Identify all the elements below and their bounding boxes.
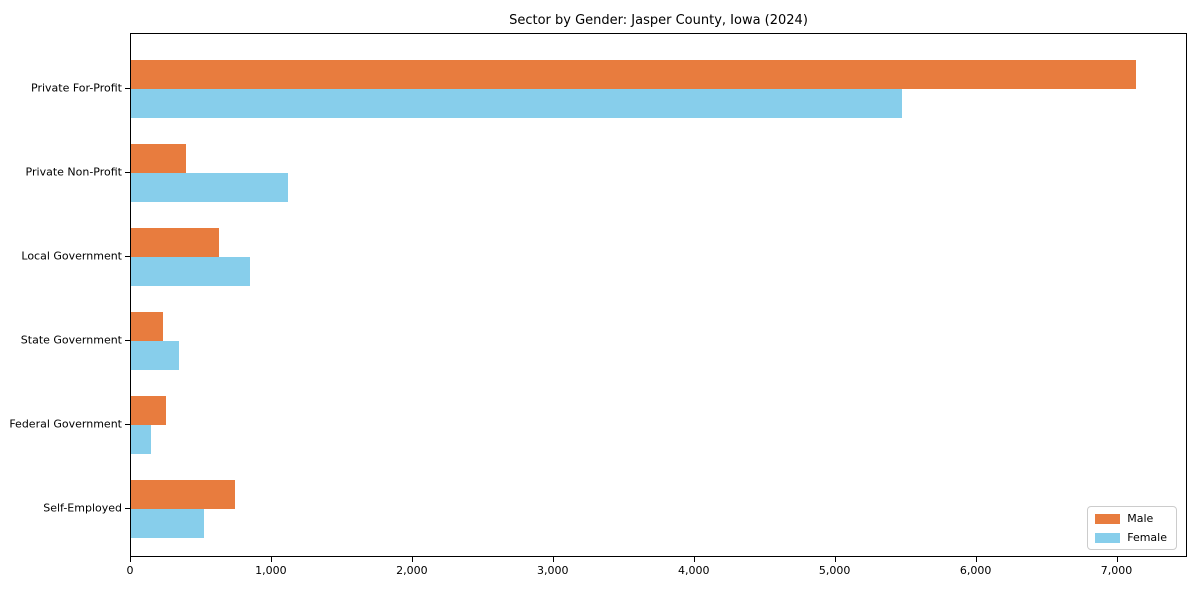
legend-swatch-male bbox=[1095, 513, 1121, 524]
x-tick-label: 3,000 bbox=[537, 564, 569, 577]
y-tick-label: State Government bbox=[20, 333, 122, 347]
x-tick-mark bbox=[130, 557, 131, 562]
x-tick-mark bbox=[693, 557, 695, 562]
chart-title: Sector by Gender: Jasper County, Iowa (2… bbox=[509, 13, 808, 28]
bar-female-5 bbox=[131, 425, 152, 454]
x-tick-mark bbox=[834, 557, 836, 562]
x-tick-mark bbox=[411, 557, 413, 562]
bar-male-4 bbox=[131, 312, 164, 341]
y-tick-label: Self-Employed bbox=[43, 501, 122, 515]
y-tick-label: Private Non-Profit bbox=[25, 165, 122, 179]
x-tick-label: 6,000 bbox=[959, 564, 992, 577]
bar-female-4 bbox=[131, 341, 179, 370]
x-tick-mark bbox=[270, 557, 272, 562]
x-tick-mark bbox=[975, 557, 977, 562]
bar-female-3 bbox=[131, 257, 251, 286]
y-tick-label: Federal Government bbox=[9, 417, 122, 431]
bar-female-1 bbox=[131, 89, 902, 118]
bar-male-5 bbox=[131, 396, 166, 425]
y-tick-mark bbox=[125, 256, 130, 257]
x-tick-label: 1,000 bbox=[255, 564, 287, 577]
y-tick-mark bbox=[125, 340, 130, 341]
legend-label-male: Male bbox=[1127, 512, 1154, 525]
legend-item-female: Female bbox=[1095, 531, 1167, 544]
y-tick-mark bbox=[125, 88, 130, 89]
y-tick-label: Private For-Profit bbox=[31, 81, 122, 95]
x-tick-label: 4,000 bbox=[677, 564, 710, 577]
legend-swatch-female bbox=[1095, 532, 1121, 543]
y-tick-mark bbox=[125, 424, 130, 425]
bar-male-1 bbox=[131, 60, 1136, 89]
x-tick-mark bbox=[552, 557, 554, 562]
plot-area: Male Female bbox=[130, 33, 1187, 557]
x-tick-label: 0 bbox=[126, 564, 134, 577]
x-tick-label: 5,000 bbox=[818, 564, 851, 577]
bar-male-2 bbox=[131, 144, 186, 173]
y-tick-mark bbox=[125, 508, 130, 509]
y-tick-label: Local Government bbox=[21, 249, 122, 263]
bar-male-6 bbox=[131, 480, 235, 509]
x-tick-label: 7,000 bbox=[1100, 564, 1133, 577]
bar-female-6 bbox=[131, 509, 204, 538]
legend-item-male: Male bbox=[1095, 512, 1167, 525]
y-tick-mark bbox=[125, 172, 130, 173]
x-tick-label: 2,000 bbox=[396, 564, 428, 577]
x-tick-mark bbox=[1116, 557, 1118, 562]
bar-female-2 bbox=[131, 173, 289, 202]
legend: Male Female bbox=[1087, 506, 1177, 550]
bar-male-3 bbox=[131, 228, 220, 257]
legend-label-female: Female bbox=[1127, 531, 1167, 544]
